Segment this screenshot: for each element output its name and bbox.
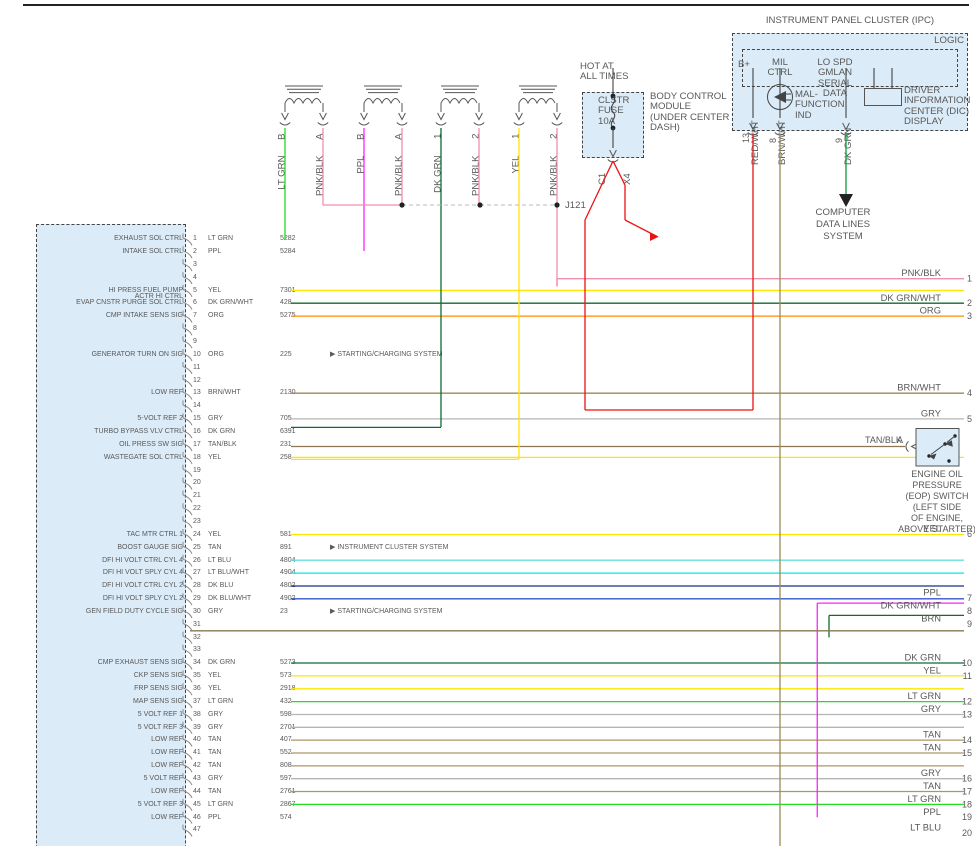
svg-text:BRN/WHT: BRN/WHT (897, 382, 941, 393)
svg-text:15: 15 (962, 748, 972, 758)
svg-text:SYSTEM: SYSTEM (823, 231, 862, 242)
svg-text:YEL: YEL (923, 664, 941, 675)
svg-text:LT GRN: LT GRN (907, 793, 941, 804)
svg-text:2: 2 (967, 298, 972, 308)
svg-text:1: 1 (967, 274, 972, 284)
svg-text:13: 13 (741, 133, 751, 143)
svg-text:6: 6 (967, 529, 972, 539)
svg-text:DK GRN: DK GRN (905, 652, 941, 663)
svg-text:X4: X4 (622, 173, 633, 185)
svg-text:10: 10 (962, 658, 972, 668)
svg-text:16: 16 (962, 774, 972, 784)
svg-text:PPL: PPL (923, 806, 941, 817)
svg-text:J121: J121 (565, 200, 586, 211)
svg-text:ABOVE STARTER): ABOVE STARTER) (898, 524, 975, 534)
svg-text:18: 18 (962, 799, 972, 809)
svg-text:TAN/BLK: TAN/BLK (865, 435, 902, 445)
svg-text:13: 13 (962, 710, 972, 720)
svg-text:PPL: PPL (923, 587, 941, 598)
svg-text:PRESSURE: PRESSURE (912, 480, 962, 490)
svg-text:TAN: TAN (923, 780, 941, 791)
svg-text:19: 19 (962, 812, 972, 822)
svg-text:7: 7 (967, 593, 972, 603)
svg-text:GRY: GRY (921, 767, 942, 778)
svg-text:GRY: GRY (921, 703, 942, 714)
svg-text:LT BLU: LT BLU (910, 822, 941, 833)
svg-text:9: 9 (967, 619, 972, 629)
svg-text:14: 14 (962, 735, 972, 745)
svg-text:DK GRN/WHT: DK GRN/WHT (881, 292, 942, 303)
svg-text:OF ENGINE,: OF ENGINE, (911, 513, 963, 523)
svg-text:8: 8 (967, 606, 972, 616)
svg-text:BRN: BRN (921, 613, 941, 624)
svg-text:LT GRN: LT GRN (907, 690, 941, 701)
svg-text:GRY: GRY (921, 407, 942, 418)
svg-text:A: A (897, 435, 903, 445)
svg-text:11: 11 (963, 671, 972, 681)
svg-text:12: 12 (962, 697, 972, 707)
svg-text:DATA LINES: DATA LINES (816, 219, 870, 230)
svg-text:9: 9 (834, 138, 844, 143)
svg-text:YEL: YEL (923, 523, 941, 534)
svg-text:(LEFT SIDE: (LEFT SIDE (913, 502, 961, 512)
svg-text:ENGINE OIL: ENGINE OIL (911, 469, 963, 479)
svg-text:PNK/BLK: PNK/BLK (901, 267, 941, 278)
svg-text:8: 8 (768, 138, 778, 143)
svg-text:5: 5 (967, 414, 972, 424)
svg-text:ORG: ORG (920, 305, 941, 316)
svg-text:TAN: TAN (923, 742, 941, 753)
svg-text:TAN: TAN (923, 729, 941, 740)
svg-text:20: 20 (962, 828, 972, 838)
svg-text:4: 4 (967, 388, 972, 398)
svg-text:DK GRN/WHT: DK GRN/WHT (881, 600, 942, 611)
svg-text:C1: C1 (597, 173, 608, 185)
svg-text:17: 17 (962, 787, 972, 797)
svg-text:DK GRN: DK GRN (843, 128, 854, 165)
svg-text:3: 3 (967, 311, 972, 321)
svg-text:COMPUTER: COMPUTER (816, 207, 871, 218)
svg-text:(EOP) SWITCH: (EOP) SWITCH (906, 491, 969, 501)
